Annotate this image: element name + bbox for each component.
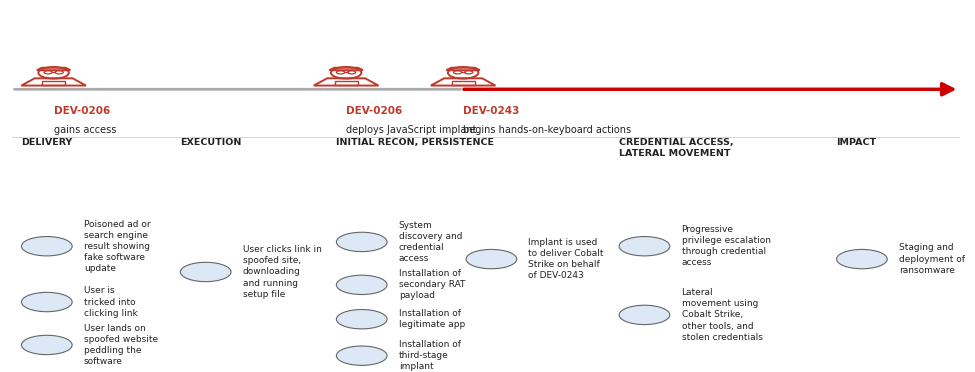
Circle shape [21,292,72,312]
Text: Lateral
movement using
Cobalt Strike,
other tools, and
stolen credentials: Lateral movement using Cobalt Strike, ot… [682,288,762,341]
Circle shape [336,310,387,329]
Bar [334,81,358,85]
Circle shape [336,275,387,295]
Text: User lands on
spoofed website
peddling the
software: User lands on spoofed website peddling t… [84,324,158,366]
Circle shape [21,237,72,256]
Text: Installation of
legitimate app: Installation of legitimate app [399,309,465,329]
Text: EXECUTION: EXECUTION [180,138,242,147]
Circle shape [180,262,231,282]
Text: Progressive
privilege escalation
through credential
access: Progressive privilege escalation through… [682,225,770,267]
Text: System
discovery and
credential
access: System discovery and credential access [399,221,462,263]
Text: CREDENTIAL ACCESS,
LATERAL MOVEMENT: CREDENTIAL ACCESS, LATERAL MOVEMENT [619,138,734,158]
Text: DEV-0206: DEV-0206 [346,106,403,116]
Text: deploys JavaScript implant: deploys JavaScript implant [346,125,477,135]
Text: INITIAL RECON, PERSISTENCE: INITIAL RECON, PERSISTENCE [336,138,494,147]
Text: Staging and
deployment of
ransomware: Staging and deployment of ransomware [899,244,965,275]
Text: IMPACT: IMPACT [837,138,877,147]
Circle shape [21,335,72,355]
Text: DEV-0206: DEV-0206 [54,106,110,116]
Circle shape [336,232,387,251]
Text: User clicks link in
spoofed site,
downloading
and running
setup file: User clicks link in spoofed site, downlo… [243,245,322,299]
Text: User is
tricked into
clicking link: User is tricked into clicking link [84,286,137,318]
Circle shape [619,237,670,256]
Bar [42,81,65,85]
Text: Implant is used
to deliver Cobalt
Strike on behalf
of DEV-0243: Implant is used to deliver Cobalt Strike… [528,238,604,280]
Circle shape [466,249,517,269]
Circle shape [336,346,387,365]
Text: Installation of
third-stage
implant: Installation of third-stage implant [399,340,461,371]
Circle shape [619,305,670,325]
Text: begins hands-on-keyboard actions: begins hands-on-keyboard actions [463,125,631,135]
Text: DEV-0243: DEV-0243 [463,106,520,116]
Text: DELIVERY: DELIVERY [21,138,73,147]
Bar [451,81,475,85]
Text: Poisoned ad or
search engine
result showing
fake software
update: Poisoned ad or search engine result show… [84,219,150,273]
Circle shape [837,249,887,269]
Text: Installation of
secondary RAT
payload: Installation of secondary RAT payload [399,269,465,301]
Text: gains access: gains access [54,125,116,135]
